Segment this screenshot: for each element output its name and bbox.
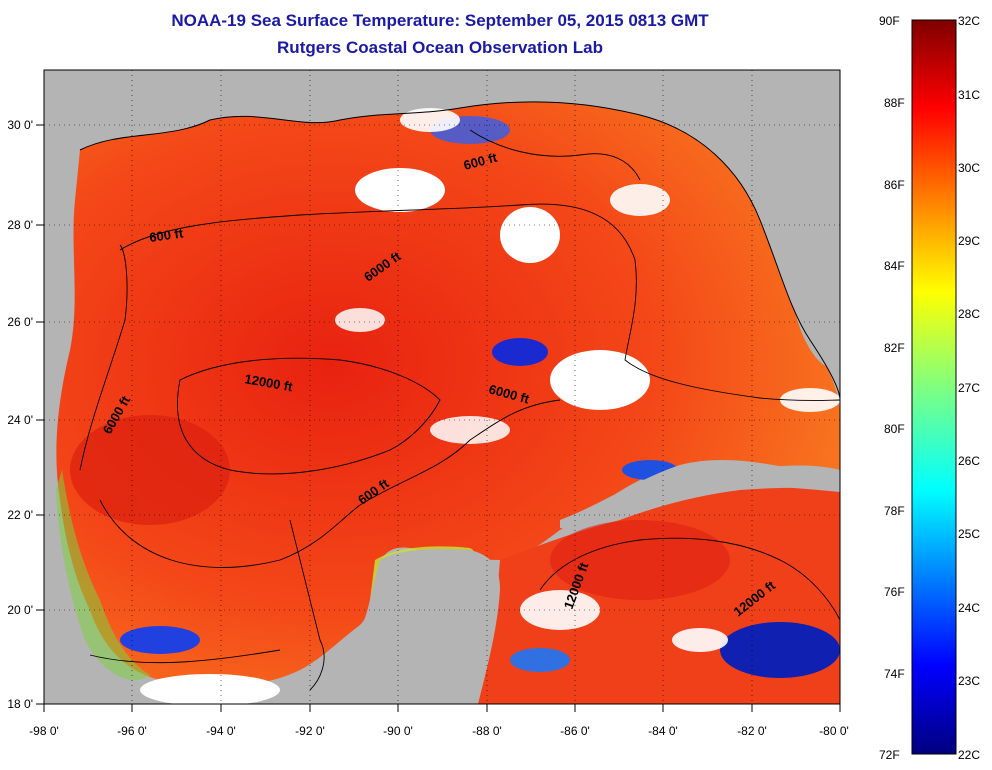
colorbar-c-label: 24C <box>958 601 981 615</box>
lon-tick-label: -80 0' <box>819 724 849 738</box>
colorbar-f-label: 88F <box>884 96 905 110</box>
colorbar-c-label: 26C <box>958 454 981 468</box>
colorbar-c-label: 25C <box>958 527 981 541</box>
lon-tick-label: -96 0' <box>117 724 147 738</box>
colorbar-c-label: 22C <box>958 748 981 762</box>
depth-contours <box>79 129 840 691</box>
colorbar-c-label: 29C <box>958 234 981 248</box>
lat-tick-label: 18 0' <box>7 697 33 711</box>
colorbar-f-label: 84F <box>884 259 905 273</box>
lat-tick-label: 24 0' <box>7 413 33 427</box>
colorbar-c-label: 23C <box>958 674 981 688</box>
yucatan-land <box>300 549 500 704</box>
lat-tick-label: 30 0' <box>7 118 33 132</box>
colorbar-c-label: 32C <box>958 14 981 28</box>
warm-core-caribbean <box>550 520 730 600</box>
colorbar-c-label: 30C <box>958 161 981 175</box>
lon-tick-label: -88 0' <box>472 724 502 738</box>
cuba-land <box>560 460 840 530</box>
lon-tick-label: -86 0' <box>560 724 590 738</box>
lon-tick-label: -94 0' <box>206 724 236 738</box>
colorbar-f-label: 86F <box>884 178 905 192</box>
lat-tick-label: 28 0' <box>7 218 33 232</box>
map-frame <box>43 69 841 705</box>
lat-tick-label: 22 0' <box>7 508 33 522</box>
gulf-water <box>56 101 840 687</box>
florida-land <box>765 70 840 370</box>
tick-marks <box>36 124 841 712</box>
graticule <box>44 70 840 704</box>
contour-label-600ft: 600 ft <box>148 225 184 245</box>
colorbar-f-label: 82F <box>884 341 905 355</box>
colorbar-f-label: 90F <box>879 14 900 28</box>
lat-tick-label: 26 0' <box>7 315 33 329</box>
colorbar-f-label: 74F <box>884 667 905 681</box>
colorbar <box>911 19 957 755</box>
colorbar-f-label: 76F <box>884 585 905 599</box>
lon-tick-label: -98 0' <box>29 724 59 738</box>
colorbar-c-label: 28C <box>958 307 981 321</box>
lon-tick-label: -90 0' <box>383 724 413 738</box>
map-subtitle: Rutgers Coastal Ocean Observation Lab <box>277 38 603 57</box>
lon-tick-label: -84 0' <box>648 724 678 738</box>
colorbar-f-label: 80F <box>884 422 905 436</box>
coastline <box>79 101 840 401</box>
colorbar-f-label: 78F <box>884 504 905 518</box>
cool-shelf-water-west <box>56 470 150 681</box>
lat-tick-label: 20 0' <box>7 603 33 617</box>
colorbar-f-label: 72F <box>879 748 900 762</box>
lon-tick-label: -92 0' <box>295 724 325 738</box>
map-title: NOAA-19 Sea Surface Temperature: Septemb… <box>171 11 709 30</box>
warm-core <box>70 415 230 525</box>
colorbar-c-label: 31C <box>958 88 981 102</box>
colorbar-c-label: 27C <box>958 381 981 395</box>
lon-tick-label: -82 0' <box>737 724 767 738</box>
